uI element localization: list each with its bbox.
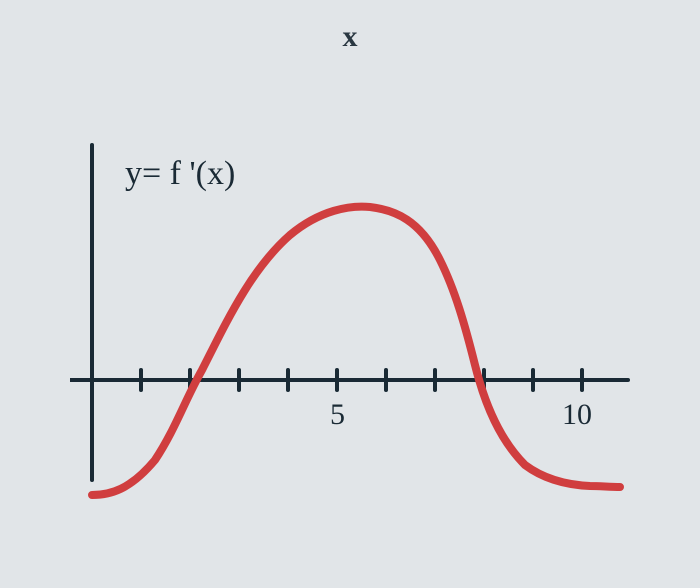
chart-svg — [70, 140, 630, 530]
x-tick-label: 5 — [330, 398, 345, 432]
derivative-chart: y= f '(x) 510 — [70, 140, 630, 530]
curve-group — [92, 207, 620, 495]
x-tick-label: 10 — [562, 398, 592, 432]
derivative-curve — [92, 207, 620, 495]
axis-variable-label: x — [343, 20, 358, 54]
axes-group — [70, 145, 628, 480]
